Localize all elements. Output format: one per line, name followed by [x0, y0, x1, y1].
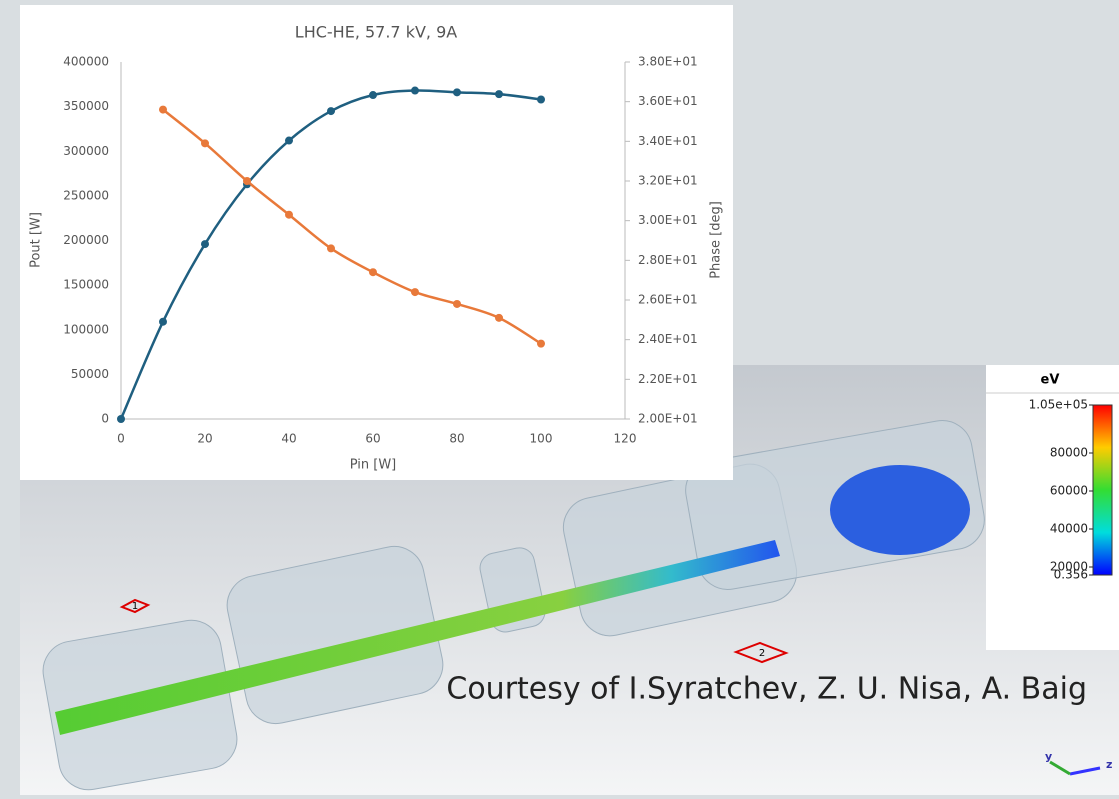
- y2-axis-title: Phase [deg]: [709, 201, 724, 279]
- data-point: [117, 415, 125, 423]
- data-point: [369, 91, 377, 99]
- x-tick-label: 60: [365, 432, 380, 446]
- data-point: [327, 107, 335, 115]
- data-point: [159, 318, 167, 326]
- colorbar-label: 1.05e+05: [1029, 398, 1088, 412]
- axis-label: z: [1106, 758, 1112, 771]
- y-tick-label: 250000: [63, 188, 109, 202]
- y2-tick-label: 2.80E+01: [638, 253, 698, 267]
- x-tick-label: 0: [117, 432, 125, 446]
- data-point: [201, 139, 209, 147]
- chart-panel: LHC-HE, 57.7 kV, 9A Pin [W] Pout [W] Pha…: [20, 5, 733, 480]
- data-point: [285, 211, 293, 219]
- y-tick-label: 0: [101, 412, 109, 426]
- y2-tick-label: 2.00E+01: [638, 412, 698, 426]
- x-tick-label: 40: [281, 432, 296, 446]
- collector-beam: [830, 465, 970, 555]
- data-point: [285, 137, 293, 145]
- y2-tick-label: 3.00E+01: [638, 213, 698, 227]
- data-point: [537, 95, 545, 103]
- data-point: [453, 300, 461, 308]
- data-point: [495, 314, 503, 322]
- port-label: 1: [132, 601, 138, 612]
- y-tick-label: 150000: [63, 278, 109, 292]
- colorbar-scale: [1093, 405, 1112, 575]
- data-point: [243, 177, 251, 185]
- data-point: [537, 340, 545, 348]
- x-tick-label: 20: [197, 432, 212, 446]
- y2-tick-label: 2.60E+01: [638, 293, 698, 307]
- caption: Courtesy of I.Syratchev, Z. U. Nisa, A. …: [446, 672, 1087, 707]
- figure: 1 2 Courtesy of I.Syratchev, Z. U. Nisa,…: [0, 0, 1119, 795]
- data-point: [411, 87, 419, 95]
- x-tick-label: 120: [614, 432, 637, 446]
- y2-tick-label: 3.80E+01: [638, 55, 698, 69]
- data-point: [159, 106, 167, 114]
- colorbar-title: eV: [1041, 373, 1060, 388]
- colorbar-label: 40000: [1050, 522, 1088, 536]
- colorbar-label: 80000: [1050, 446, 1088, 460]
- x-tick-label: 80: [449, 432, 464, 446]
- data-point: [495, 90, 503, 98]
- y-tick-label: 300000: [63, 144, 109, 158]
- chart-background: [20, 5, 733, 480]
- data-point: [369, 268, 377, 276]
- port-label: 2: [759, 648, 765, 659]
- data-point: [411, 288, 419, 296]
- y2-tick-label: 3.20E+01: [638, 174, 698, 188]
- y2-tick-label: 2.20E+01: [638, 372, 698, 386]
- y2-tick-label: 3.40E+01: [638, 134, 698, 148]
- x-tick-label: 100: [530, 432, 553, 446]
- data-point: [327, 244, 335, 252]
- x-axis-title: Pin [W]: [350, 458, 397, 473]
- colorbar-label: 0.356: [1054, 568, 1088, 582]
- y-axis-title: Pout [W]: [29, 212, 44, 268]
- page: {"chart_data": {"type": "line", "title":…: [0, 0, 1119, 795]
- colorbar-label: 60000: [1050, 484, 1088, 498]
- chart-title: LHC-HE, 57.7 kV, 9A: [295, 23, 457, 42]
- y2-tick-label: 2.40E+01: [638, 332, 698, 346]
- y2-tick-label: 3.60E+01: [638, 94, 698, 108]
- data-point: [201, 240, 209, 248]
- y-tick-label: 400000: [63, 55, 109, 69]
- data-point: [453, 88, 461, 96]
- y-tick-label: 100000: [63, 322, 109, 336]
- y-tick-label: 50000: [71, 367, 109, 381]
- y-tick-label: 350000: [63, 99, 109, 113]
- y-tick-label: 200000: [63, 233, 109, 247]
- axis-label: y: [1045, 750, 1052, 763]
